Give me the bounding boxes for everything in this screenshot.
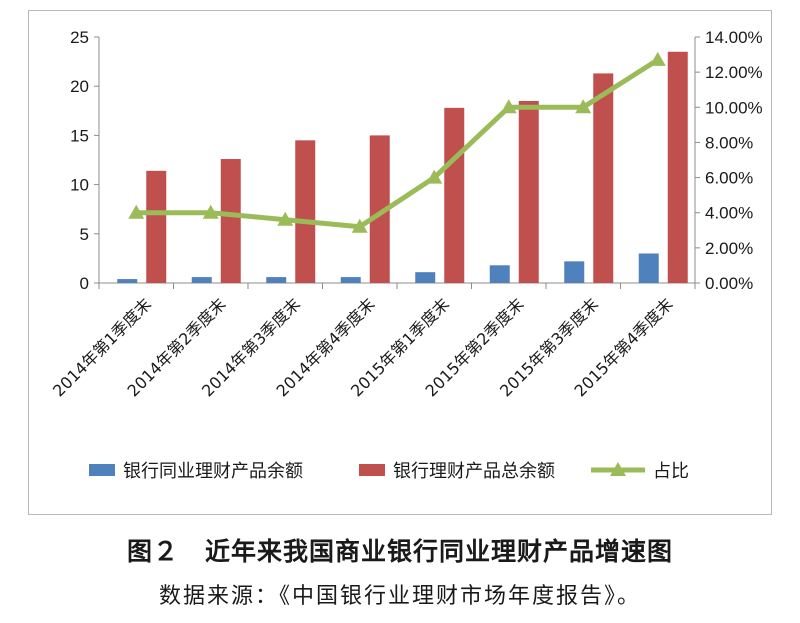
bar	[415, 272, 436, 283]
ratio-line	[128, 51, 666, 233]
bar	[295, 140, 316, 283]
legend-marker	[610, 462, 626, 476]
bar	[667, 51, 688, 284]
figure-title: 图２ 近年来我国商业银行同业理财产品增速图	[126, 537, 673, 566]
right-tick-label: 12.00%	[705, 63, 763, 82]
right-tick-label: 8.00%	[705, 133, 753, 152]
line-point	[426, 169, 443, 184]
right-tick-label: 0.00%	[705, 274, 753, 293]
line-point	[500, 99, 517, 114]
left-tick-label: 10	[70, 176, 89, 195]
bar	[564, 261, 585, 283]
right-tick-label: 2.00%	[705, 239, 753, 258]
legend-label: 银行同业理财产品余额	[123, 461, 303, 482]
line-point	[128, 204, 145, 219]
left-tick-label: 5	[80, 225, 89, 244]
left-tick-label: 0	[80, 274, 89, 293]
legend-label: 银行理财产品总余额	[393, 461, 555, 482]
bar	[191, 277, 212, 283]
bar	[146, 170, 167, 283]
chart-frame: 0 5 10 15 20 25 0.00% 2.00% 4.00% 6.00% 8.00% 10.00…	[28, 10, 772, 515]
axes: 0 5 10 15 20 25 0.00% 2.00% 4.00% 6.00% 8.00% 10.00…	[70, 28, 763, 293]
bar	[593, 73, 614, 283]
figure-source: 数据来源：《中国银行业理财市场年度报告》。	[158, 584, 641, 609]
legend: 银行同业理财产品余额 银行理财产品总余额 占比	[89, 461, 689, 482]
left-tick-label: 20	[70, 77, 89, 96]
right-tick-label: 10.00%	[705, 98, 763, 117]
bar	[489, 265, 510, 283]
legend-label: 占比	[653, 461, 689, 482]
line-point	[575, 99, 592, 114]
line-point	[351, 218, 368, 233]
line-point	[649, 51, 666, 66]
ratio-series-line	[136, 57, 660, 230]
legend-swatch	[89, 464, 115, 476]
bar	[117, 279, 138, 283]
bars	[117, 51, 688, 284]
bar	[638, 253, 659, 283]
bar	[444, 107, 465, 284]
left-tick-label: 25	[70, 28, 89, 47]
left-tick-label: 15	[70, 126, 89, 145]
category-labels: 2014年第1季度末2014年第2季度末2014年第3季度末2014年第4季度末…	[49, 294, 676, 400]
line-point	[202, 204, 219, 219]
legend-swatch	[359, 464, 385, 476]
right-tick-label: 6.00%	[705, 169, 753, 188]
bar	[220, 159, 241, 283]
bar	[369, 135, 390, 283]
line-point	[277, 211, 294, 226]
bar	[518, 100, 539, 284]
right-tick-label: 14.00%	[705, 28, 763, 47]
bar	[340, 277, 361, 283]
right-tick-label: 4.00%	[705, 204, 753, 223]
bar	[266, 277, 287, 283]
chart: 0 5 10 15 20 25 0.00% 2.00% 4.00% 6.00% 8.00% 10.00…	[49, 28, 763, 482]
